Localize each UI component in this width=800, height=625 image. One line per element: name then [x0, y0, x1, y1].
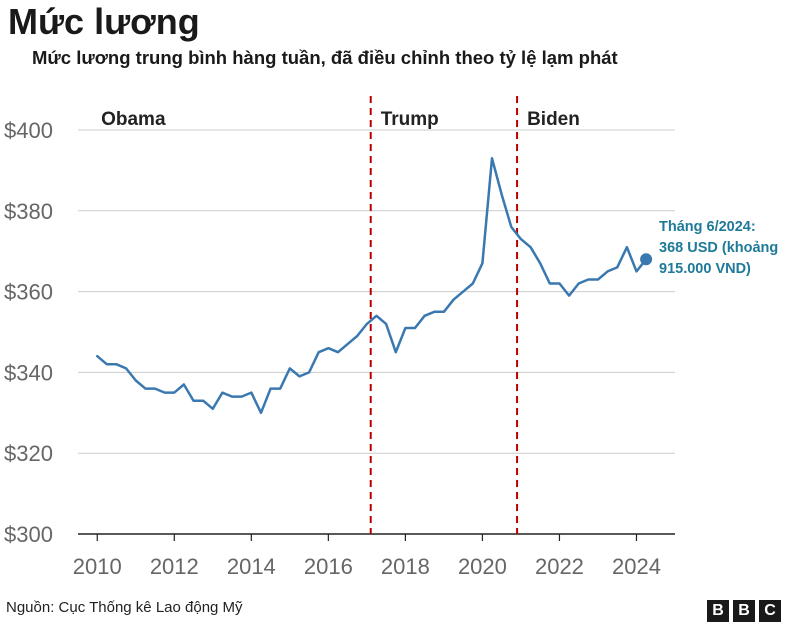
- y-tick-label: $360: [4, 280, 53, 305]
- y-tick-label: $400: [4, 118, 53, 143]
- bbc-logo-letter: B: [733, 600, 755, 622]
- bbc-logo-letter: C: [759, 600, 781, 622]
- x-tick-label: 2010: [73, 554, 122, 579]
- bbc-logo-letter: B: [707, 600, 729, 622]
- y-tick-label: $320: [4, 441, 53, 466]
- era-label: Obama: [101, 109, 166, 130]
- y-tick-label: $340: [4, 360, 53, 385]
- wage-series-line: [96, 157, 648, 415]
- y-tick-label: $300: [4, 522, 53, 547]
- latest-value-marker: [640, 253, 653, 266]
- bbc-logo: B B C: [707, 600, 781, 622]
- y-tick-label: $380: [4, 199, 53, 224]
- latest-value-annotation: 368 USD (khoảng: [659, 240, 778, 256]
- x-tick-label: 2024: [612, 554, 661, 579]
- latest-value-annotation: Tháng 6/2024:: [659, 219, 756, 235]
- x-tick-label: 2018: [381, 554, 430, 579]
- x-tick-label: 2016: [304, 554, 353, 579]
- chart-title: Mức lương: [8, 1, 200, 42]
- era-label: Trump: [381, 109, 439, 130]
- chart-subtitle: Mức lương trung bình hàng tuần, đã điều …: [32, 47, 618, 68]
- x-tick-label: 2022: [535, 554, 584, 579]
- source-note: Nguồn: Cục Thống kê Lao động Mỹ: [6, 599, 243, 616]
- x-tick-label: 2014: [227, 554, 276, 579]
- x-tick-label: 2020: [458, 554, 507, 579]
- latest-value-annotation: 915.000 VND): [659, 261, 751, 277]
- x-tick-label: 2012: [150, 554, 199, 579]
- era-label: Biden: [527, 109, 580, 130]
